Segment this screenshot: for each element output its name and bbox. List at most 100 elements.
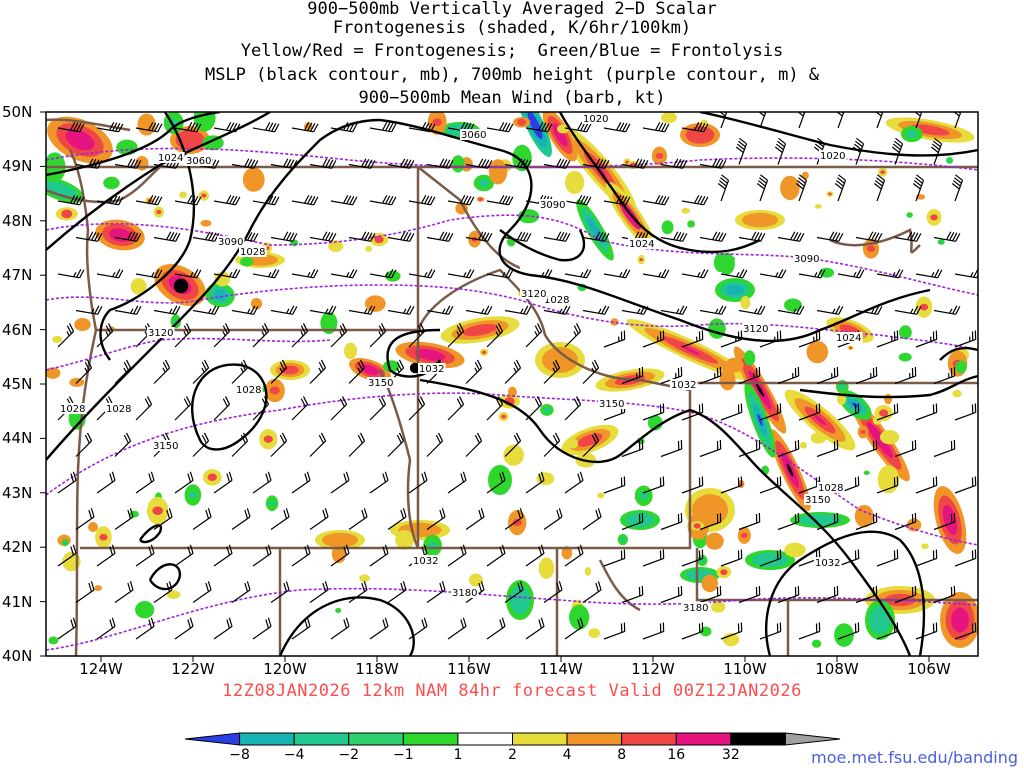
wind-barb	[915, 476, 938, 494]
credit-link[interactable]: moe.met.fsu.edu/banding	[811, 748, 1018, 767]
wind-barb	[564, 121, 592, 133]
wind-barb	[837, 403, 860, 421]
wind-barb	[837, 269, 865, 279]
wind-barb	[756, 174, 769, 202]
lat-label: 48N	[2, 211, 33, 230]
wind-barb	[369, 269, 397, 279]
wind-barb	[777, 439, 800, 458]
wind-barb	[213, 396, 231, 421]
colorbar-swatch	[239, 732, 295, 746]
height-label: 3060	[461, 130, 486, 141]
wind-barb	[816, 366, 839, 385]
wind-barb	[252, 323, 270, 348]
lat-label: 42N	[2, 538, 33, 557]
wind-barb	[330, 269, 358, 279]
wind-barb	[465, 508, 485, 530]
wind-barb	[699, 439, 722, 458]
wind-barb	[894, 585, 917, 604]
mslp-label: 1032	[671, 380, 696, 391]
wind-barb	[954, 403, 977, 421]
wind-barb	[855, 231, 883, 242]
wind-barb	[876, 330, 899, 348]
wind-barb	[738, 585, 761, 604]
wind-barb	[369, 396, 387, 421]
wind-barb	[57, 194, 85, 206]
wind-barb	[720, 330, 743, 348]
wind-barb	[174, 194, 202, 206]
wind-barb	[252, 194, 280, 206]
wind-barb	[231, 359, 249, 384]
wind-barb	[96, 544, 116, 567]
lon-label: 106W	[907, 660, 951, 678]
wind-barb	[504, 231, 532, 242]
wind-barb	[486, 544, 506, 567]
wind-barb	[192, 581, 212, 603]
lat-label: 43N	[2, 483, 33, 502]
wind-barb	[114, 305, 142, 315]
wind-barb	[96, 617, 116, 640]
wind-barb	[738, 305, 766, 315]
wind-barb	[114, 231, 142, 242]
wind-barb	[777, 585, 800, 604]
wind-barb	[642, 330, 665, 348]
wind-barb	[153, 359, 171, 384]
wind-barb	[369, 121, 397, 133]
mslp-label: 1028	[544, 295, 569, 306]
wind-barb	[114, 508, 134, 530]
wind-barb	[348, 581, 368, 603]
wind-barb	[291, 269, 319, 279]
wind-barb	[759, 476, 782, 494]
wind-barb	[387, 581, 407, 603]
wind-barb	[660, 512, 683, 531]
wind-barb	[57, 617, 77, 640]
wind-barb	[192, 359, 210, 384]
wind-barb	[174, 323, 192, 348]
mslp-label: 1024	[158, 153, 183, 164]
wind-barb	[951, 174, 964, 202]
wind-barb	[135, 396, 153, 421]
wind-barb	[933, 366, 956, 385]
colorbar-label: 2	[508, 747, 517, 763]
wind-barb	[954, 622, 977, 640]
wind-barb	[291, 396, 309, 421]
wind-barb	[681, 476, 704, 494]
colorbar-swatch	[184, 732, 241, 746]
wind-barb	[798, 330, 821, 348]
wind-barb	[699, 512, 722, 531]
wind-barb	[192, 508, 212, 530]
wind-barb	[933, 512, 956, 531]
wind-barb	[96, 323, 114, 348]
wind-barb	[933, 585, 956, 604]
wind-barb	[330, 194, 358, 206]
wind-barb	[525, 121, 553, 133]
wind-barb	[348, 305, 376, 315]
wind-barb	[174, 121, 202, 133]
wind-barb	[504, 508, 524, 530]
wind-barb	[816, 305, 844, 315]
wind-barb	[891, 137, 904, 165]
wind-barb	[777, 231, 805, 242]
wind-barb	[834, 174, 847, 202]
wind-barb	[447, 396, 465, 421]
height-label: 3060	[186, 156, 211, 167]
wind-barb	[774, 137, 787, 165]
wind-barb	[57, 471, 77, 494]
wind-barb	[57, 121, 85, 133]
wind-barb	[309, 432, 327, 457]
wind-barb	[330, 544, 350, 567]
colorbar-swatch	[402, 732, 459, 746]
wind-barb	[387, 158, 415, 169]
wind-barb	[603, 194, 631, 206]
wind-barb	[348, 158, 376, 169]
lon-label: 110W	[723, 660, 767, 678]
lon-label: 120W	[263, 660, 307, 678]
wind-barb	[912, 174, 925, 202]
colorbar-swatch	[566, 732, 623, 746]
wind-barb	[660, 231, 688, 242]
wind-barb	[681, 403, 704, 421]
wind-barb	[564, 269, 592, 279]
wind-barb	[369, 323, 387, 348]
wind-barb	[603, 330, 626, 348]
wind-barb	[231, 508, 251, 530]
